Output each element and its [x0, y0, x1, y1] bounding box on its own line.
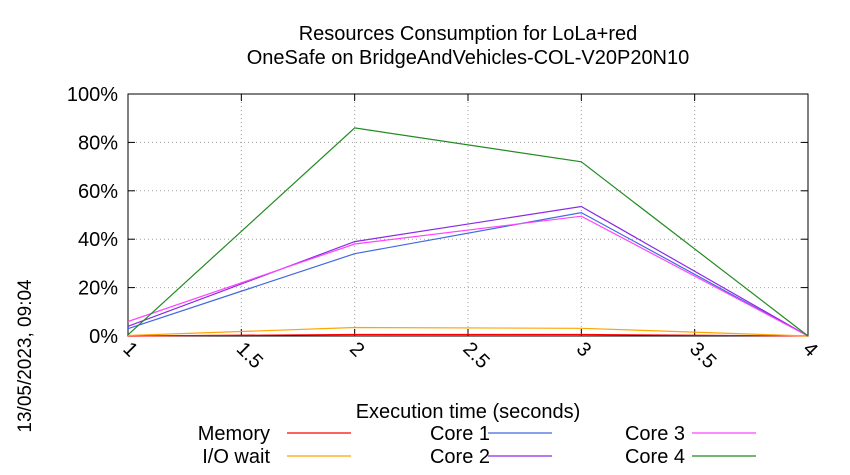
x-tick-label: 4 [798, 338, 821, 361]
legend-label-core-1: Core 1 [430, 423, 490, 445]
series-line-core-1 [127, 211, 809, 337]
grid [128, 94, 808, 336]
timestamp-label: 13/05/2023, 09:04 [15, 279, 36, 433]
x-axis-label: Execution time (seconds) [356, 401, 581, 423]
legend-label-core-4: Core 4 [625, 446, 685, 468]
series-line-core-3 [127, 215, 809, 337]
series-line-i-o-wait [127, 326, 809, 337]
y-tick-label: 0% [89, 326, 118, 348]
chart-title: Resources Consumption for LoLa+red [299, 23, 638, 45]
x-tick-label: 3 [572, 338, 595, 361]
legend-label-core-2: Core 2 [430, 446, 490, 468]
legend-label-core-3: Core 3 [625, 423, 685, 445]
x-tick-label: 2.5 [458, 338, 493, 373]
chart-subtitle: OneSafe on BridgeAndVehicles-COL-V20P20N… [247, 47, 690, 69]
series-line-core-4 [127, 127, 809, 337]
series-line-core-2 [127, 205, 809, 337]
y-tick-label: 60% [78, 181, 118, 203]
x-tick-label: 1 [118, 338, 141, 361]
x-tick-label: 2 [345, 338, 368, 361]
x-tick-label: 1.5 [232, 338, 267, 373]
y-tick-label: 100% [67, 84, 118, 106]
y-tick-label: 40% [78, 229, 118, 251]
axes: 0% 20% 40% 60% 80% 100% 1 1.5 2 2.5 3 3.5 4 [67, 84, 822, 373]
y-tick-label: 20% [78, 278, 118, 300]
y-tick-label: 80% [78, 132, 118, 154]
series-line-memory [127, 333, 809, 337]
legend-label-i-o-wait: I/O wait [202, 446, 270, 468]
series-lines [127, 127, 809, 337]
x-tick-label: 3.5 [685, 338, 720, 373]
legend-label-memory: Memory [198, 423, 270, 445]
